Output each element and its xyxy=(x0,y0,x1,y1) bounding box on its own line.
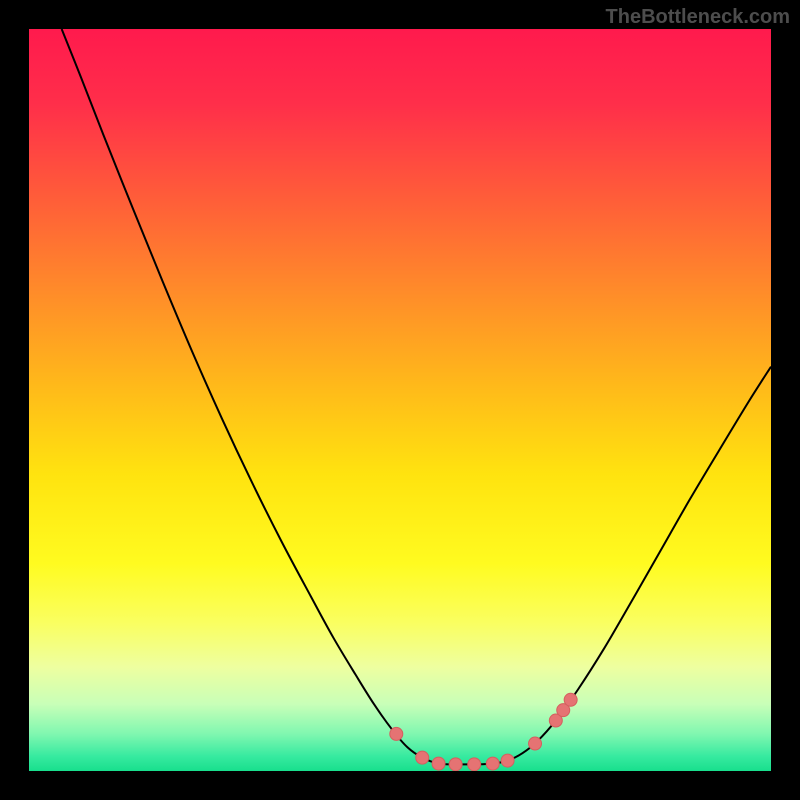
plot-area xyxy=(29,29,771,771)
chart-frame: TheBottleneck.com xyxy=(0,0,800,800)
watermark-text: TheBottleneck.com xyxy=(606,6,790,29)
